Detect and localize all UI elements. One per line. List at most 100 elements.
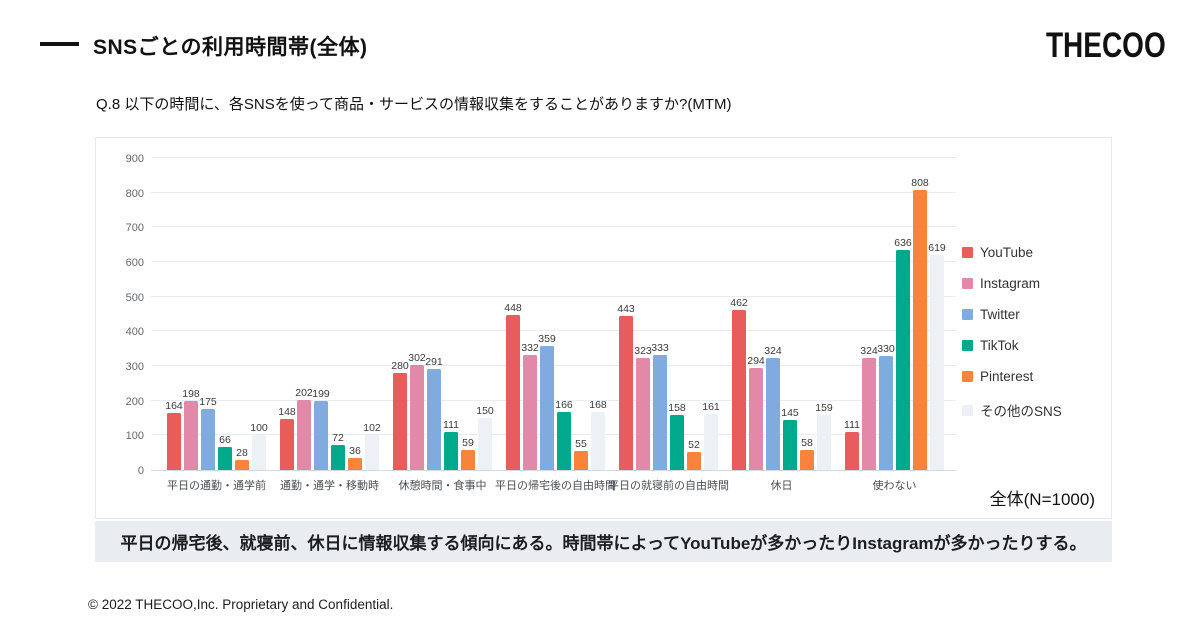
legend-item: Twitter [962,307,1062,322]
bar [653,355,667,470]
bar-with-label: 158 [668,401,686,470]
bar-value-label: 100 [250,421,268,434]
gridline [151,295,956,297]
legend-label: Instagram [980,276,1041,291]
bar-value-label: 332 [521,341,539,354]
bar [478,418,492,470]
bar-with-label: 636 [894,237,912,470]
bar [393,373,407,470]
bar-with-label: 102 [363,421,381,470]
bar-group: 280 302 291 111 59 150 [391,352,494,470]
bar-with-label: 198 [182,387,200,470]
legend-item: Instagram [962,276,1062,291]
x-axis-category-label: 平日の就寝前の自由時間 [608,480,729,492]
bar-with-label: 111 [844,419,860,470]
gridline [151,261,956,262]
bar [896,250,910,470]
y-axis-tick-label: 400 [125,326,144,339]
bar [427,369,441,470]
bar-value-label: 66 [219,433,231,446]
gridline [151,191,956,193]
bar-value-label: 808 [911,176,929,189]
bar [619,316,633,470]
legend-swatch [962,278,973,289]
y-axis-tick-label: 500 [125,291,144,304]
bar [766,358,780,470]
bar [704,414,718,470]
bar-with-label: 294 [747,355,765,470]
bar-value-label: 199 [312,387,330,400]
bar-with-label: 330 [877,343,895,470]
bar-value-label: 448 [504,301,522,314]
plot-area: 164 198 175 66 28 100 148 202 199 72 36 102 280 302 29… [151,157,956,471]
legend-swatch [962,247,973,258]
bar [557,412,571,470]
bar [365,435,379,470]
chart-legend: YouTube Instagram Twitter TikTok Pinterest その… [962,245,1062,420]
bar-value-label: 198 [182,387,200,400]
y-axis-tick-label: 700 [125,222,144,235]
x-axis-category-label: 使わない [872,480,917,492]
bar-with-label: 443 [617,303,635,470]
bar-value-label: 323 [634,344,652,357]
bar [280,419,294,470]
bar-with-label: 199 [312,387,330,470]
bar [845,432,859,470]
bar [749,368,763,470]
survey-question: Q.8 以下の時間に、各SNSを使って商品・サービスの情報収集をすることがありま… [96,96,732,113]
bar [523,355,537,470]
y-axis-tick-label: 300 [125,361,144,373]
thecoo-logo: THECOO [1046,26,1166,65]
bar-with-label: 291 [425,355,443,470]
x-axis: 平日の通勤・通学前 通勤・通学・移動時 休憩時間・食事中 平日の帰宅後の自由時間 平日の… [151,477,956,493]
bar [461,450,475,470]
bar-value-label: 158 [668,401,686,414]
bar-with-label: 333 [651,342,669,470]
bar-with-label: 111 [443,418,459,470]
bar [297,400,311,470]
sample-size-label: 全体(N=1000) [989,490,1095,509]
copyright-footer: © 2022 THECOO,Inc. Proprietary and Confi… [88,597,394,612]
bar [444,432,458,470]
bar [636,358,650,470]
bar-value-label: 291 [425,355,443,368]
x-axis-category-label: 通勤・通学・移動時 [280,480,379,492]
bar [410,365,424,470]
bar-value-label: 59 [462,436,474,449]
bar-with-label: 324 [860,345,878,470]
bar-group: 164 198 175 66 28 100 [165,387,268,470]
bar-with-label: 150 [476,404,494,470]
bar [687,452,701,470]
bar-value-label: 28 [236,446,248,459]
summary-banner: 平日の帰宅後、就寝前、休日に情報収集する傾向にある。時間帯によってYouTube… [95,521,1112,562]
legend-swatch [962,340,973,351]
bar [732,310,746,470]
bar [913,190,927,470]
bar [817,415,831,470]
bar-value-label: 359 [538,332,556,345]
bar [314,401,328,470]
bar-value-label: 150 [476,404,494,417]
bar-with-label: 462 [730,297,748,470]
bar-with-label: 175 [199,395,217,470]
bar-with-label: 323 [634,344,652,470]
bar [252,435,266,470]
legend-item: Pinterest [962,369,1062,384]
bar-value-label: 145 [781,406,799,419]
bar-with-label: 619 [928,241,946,470]
bar-value-label: 111 [443,418,459,431]
legend-swatch [962,371,973,382]
bar-with-label: 161 [702,401,720,470]
summary-text: 平日の帰宅後、就寝前、休日に情報収集する傾向にある。時間帯によってYouTube… [120,534,1087,553]
bar-group: 148 202 199 72 36 102 [278,387,381,470]
bar-with-label: 808 [911,176,929,470]
bar-with-label: 324 [764,345,782,470]
bar-value-label: 619 [928,241,946,254]
bar-with-label: 332 [521,341,539,470]
y-axis-tick-label: 900 [125,153,144,165]
bar-value-label: 102 [363,421,381,434]
bar [800,450,814,470]
bar-value-label: 72 [332,431,344,444]
bar-value-label: 175 [199,395,217,408]
